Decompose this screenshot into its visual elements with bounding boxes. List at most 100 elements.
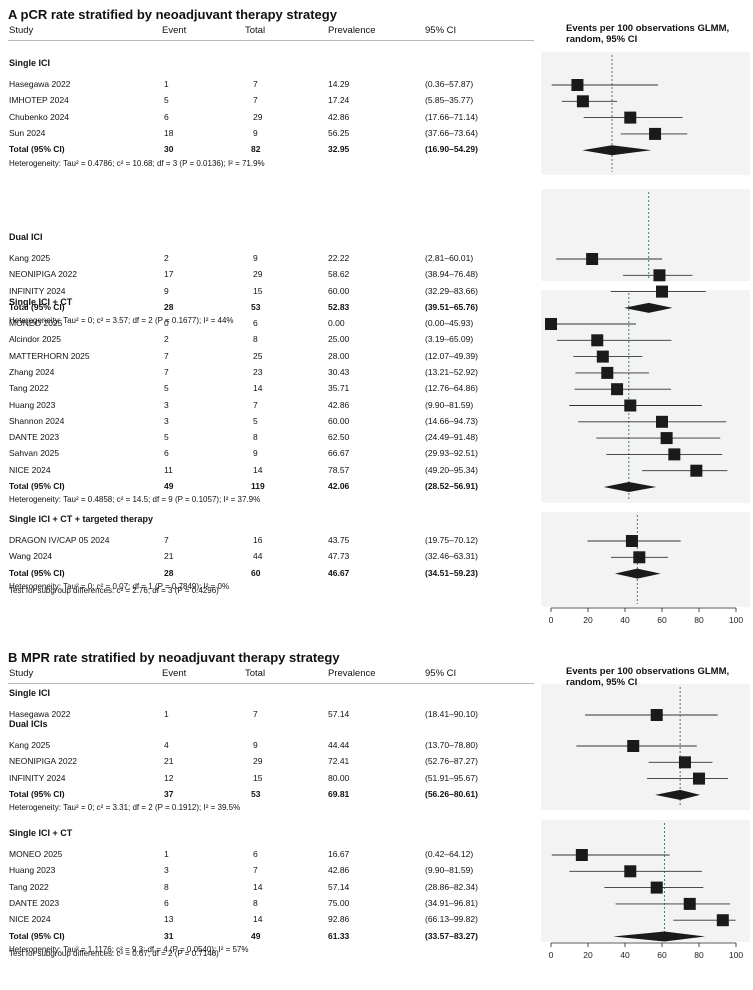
study-ci: (32.46–63.31)	[425, 551, 478, 562]
study-total: 23	[253, 366, 263, 377]
study-prevalence: 60.00	[328, 285, 350, 296]
study-total: 14	[253, 881, 263, 892]
estimate-square	[678, 756, 691, 769]
study-prevalence: 14.29	[328, 79, 350, 89]
study-name: Wang 2024	[9, 551, 53, 562]
study-prevalence: 42.86	[328, 865, 350, 876]
study-event: 21	[164, 551, 174, 562]
x-axis-tick-label: 0	[549, 950, 554, 960]
estimate-square	[650, 709, 663, 721]
study-total: 14	[253, 464, 263, 475]
study-event: 3	[164, 415, 169, 426]
plot-group-box	[541, 820, 750, 942]
study-prevalence: 42.86	[328, 399, 350, 410]
study-ci: (0.36–57.87)	[425, 79, 474, 89]
estimate-square	[596, 350, 609, 363]
total-prevalence: 46.67	[328, 567, 350, 578]
study-prevalence: 43.75	[328, 535, 350, 545]
x-axis-tick-label: 20	[583, 950, 593, 960]
study-total: 14	[253, 383, 263, 394]
study-ci: (66.13–99.82)	[425, 914, 478, 925]
column-header-study: Study	[9, 25, 34, 36]
total-total: 53	[251, 301, 261, 312]
plot-group-box	[541, 290, 750, 503]
estimate-square	[571, 79, 584, 91]
estimate-square	[591, 334, 604, 347]
study-total: 6	[253, 318, 258, 328]
x-axis-tick-label: 0	[549, 615, 554, 625]
study-prevalence: 25.00	[328, 334, 350, 345]
study-name: IMHOTEP 2024	[9, 95, 69, 106]
heterogeneity-text: Heterogeneity: Tau² = 1.1176; c² = 9.3; …	[9, 944, 249, 954]
study-event: 6	[164, 897, 169, 908]
total-ci: (56.26–80.61)	[425, 788, 478, 799]
study-name: Tang 2022	[9, 383, 49, 394]
study-total: 15	[253, 772, 263, 783]
estimate-square	[633, 551, 646, 564]
estimate-square	[660, 432, 673, 445]
study-name: Tang 2022	[9, 881, 49, 892]
study-prevalence: 60.00	[328, 415, 350, 426]
study-ci: (38.94–76.48)	[425, 269, 478, 280]
study-event: 8	[164, 881, 169, 892]
study-total: 9	[253, 127, 258, 138]
x-axis-tick-label: 100	[729, 950, 743, 960]
study-total: 29	[253, 269, 263, 280]
study-event: 1	[164, 79, 169, 89]
study-ci: (12.07–49.39)	[425, 350, 478, 361]
study-ci: (13.70–78.80)	[425, 740, 478, 750]
estimate-square	[545, 318, 557, 330]
heterogeneity-text: Heterogeneity: Tau² = 0; c² = 0.07; df =…	[9, 581, 230, 591]
study-event: 5	[164, 95, 169, 106]
study-ci: (51.91–95.67)	[425, 772, 478, 783]
study-event: 9	[164, 285, 169, 296]
study-total: 8	[253, 334, 258, 345]
estimate-square	[668, 448, 681, 461]
study-prevalence: 78.57	[328, 464, 350, 475]
study-name: NEONIPIGA 2022	[9, 756, 78, 767]
total-total: 49	[251, 930, 261, 941]
study-ci: (18.41–90.10)	[425, 709, 478, 719]
study-ci: (12.76–64.86)	[425, 383, 478, 394]
pooled-estimate-diamond	[624, 302, 673, 313]
x-axis-tick-label: 80	[694, 950, 704, 960]
plot-group-box	[541, 52, 750, 175]
total-total: 82	[251, 144, 261, 155]
total-event: 37	[164, 788, 174, 799]
total-event: 31	[164, 930, 174, 941]
heterogeneity-text: Heterogeneity: Tau² = 0.4786; c² = 10.68…	[9, 158, 265, 168]
total-event: 28	[164, 567, 174, 578]
study-total: 5	[253, 415, 258, 426]
study-prevalence: 58.62	[328, 269, 350, 280]
study-prevalence: 44.44	[328, 740, 350, 750]
study-name: INFINITY 2024	[9, 285, 66, 296]
study-prevalence: 16.67	[328, 849, 350, 859]
total-prevalence: 69.81	[328, 788, 350, 799]
group-title: Single ICI	[9, 688, 51, 698]
estimate-square	[656, 285, 668, 298]
header-divider	[8, 683, 534, 684]
study-event: 1	[164, 709, 169, 719]
x-axis-tick-label: 40	[620, 615, 630, 625]
study-name: Sahvan 2025	[9, 448, 60, 459]
estimate-square	[586, 253, 599, 265]
study-event: 12	[164, 772, 174, 783]
study-name: MONEO 2025	[9, 849, 63, 859]
study-event: 5	[164, 383, 169, 394]
study-total: 16	[253, 535, 263, 545]
study-ci: (49.20–95.34)	[425, 464, 478, 475]
study-name: Hasegawa 2022	[9, 709, 71, 719]
estimate-square	[693, 772, 705, 785]
study-total: 9	[253, 448, 258, 459]
estimate-square	[624, 865, 637, 878]
study-ci: (28.86–82.34)	[425, 881, 478, 892]
study-total: 7	[253, 865, 258, 876]
study-event: 11	[164, 464, 173, 475]
study-event: 2	[164, 253, 169, 263]
study-total: 7	[253, 709, 258, 719]
study-prevalence: 57.14	[328, 709, 350, 719]
column-header-plot: Events per 100 observations GLMM, random…	[566, 23, 730, 45]
estimate-square	[649, 127, 662, 140]
x-axis-tick-label: 20	[583, 615, 593, 625]
